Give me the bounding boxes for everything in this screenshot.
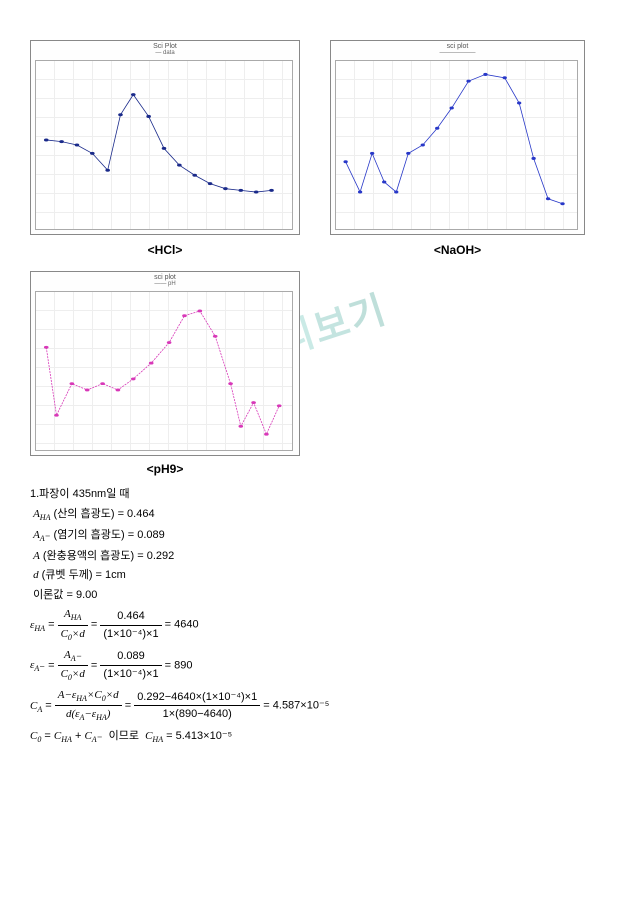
ca-num: 0.292−4640×(1×10⁻⁴)×1 (134, 689, 260, 707)
chart-ph9-label: <pH9> (30, 462, 300, 476)
epsam-num: 0.089 (100, 648, 161, 666)
top-labels-row: <HCl> <NaOH> (30, 243, 610, 257)
chart-naoh-svg (336, 61, 577, 229)
top-charts-row: Sci Plot — data sci plot —————— (30, 40, 610, 235)
epsam-result: 890 (174, 659, 192, 671)
line-aaminus: AA₋ (염기의 흡광도) = 0.089 (30, 527, 610, 545)
d-val: 1cm (105, 569, 126, 581)
theory-val: 9.00 (76, 589, 97, 601)
aaminus-desc: (염기의 흡광도) = (51, 529, 138, 541)
d-desc: (큐벳 두께) = (39, 569, 105, 581)
chart-naoh-area (335, 60, 578, 230)
chart-ph9-legend: —— pH (31, 281, 299, 287)
eq-c0: C0 = CHA + CA₋ 이므로 CHA = 5.413×10⁻⁵ (30, 728, 610, 746)
chart-ph9-svg (36, 292, 292, 450)
a-desc: (완충용액의 흡광도) = (40, 550, 147, 562)
c0-eq: = 5.413×10⁻⁵ (163, 730, 232, 742)
math-heading: 1.파장이 435nm일 때 (30, 486, 610, 503)
chart-hcl-area (35, 60, 293, 230)
eq-eps-aminus: εA₋ = AA₋C0×d = 0.089(1×10⁻⁴)×1 = 890 (30, 647, 610, 684)
chart-naoh-label: <NaOH> (330, 243, 585, 257)
epsha-num: 0.464 (100, 608, 161, 626)
chart-naoh-title: sci plot (331, 41, 584, 50)
eq-ca: CA = A−εHA×C0×dd(εA−εHA) = 0.292−4640×(1… (30, 687, 610, 724)
chart-ph9-title: sci plot (31, 272, 299, 281)
line-theory: 이론값 = 9.00 (30, 587, 610, 604)
aha-desc: (산의 흡광도) = (50, 508, 127, 520)
chart-hcl-svg (36, 61, 292, 229)
chart-hcl-title: Sci Plot (31, 41, 299, 50)
chart-ph9-area (35, 291, 293, 451)
chart-hcl-label: <HCl> (30, 243, 300, 257)
chart-ph9: sci plot —— pH (30, 271, 300, 456)
a-val: 0.292 (147, 550, 175, 562)
line-d: d (큐벳 두께) = 1cm (30, 567, 610, 584)
ca-result: 4.587×10⁻⁵ (273, 700, 330, 712)
eq-eps-ha: εHA = AHAC0×d = 0.464(1×10⁻⁴)×1 = 4640 (30, 606, 610, 643)
line-a: A (완충용액의 흡광도) = 0.292 (30, 548, 610, 565)
aaminus-val: 0.089 (137, 529, 165, 541)
epsha-result: 4640 (174, 619, 198, 631)
chart-hcl-legend: — data (31, 50, 299, 56)
epsam-den: (1×10⁻⁴)×1 (100, 666, 161, 683)
line-aha: AHA (산의 흡광도) = 0.464 (30, 506, 610, 524)
math-section: 1.파장이 435nm일 때 AHA (산의 흡광도) = 0.464 AA₋ … (30, 486, 610, 746)
chart-naoh: sci plot —————— (330, 40, 585, 235)
chart-hcl: Sci Plot — data (30, 40, 300, 235)
theory-label: 이론값 = (33, 589, 76, 601)
aha-val: 0.464 (127, 508, 155, 520)
ca-den: 1×(890−4640) (134, 706, 260, 723)
chart-naoh-legend: —————— (331, 50, 584, 56)
epsha-den: (1×10⁻⁴)×1 (100, 626, 161, 643)
